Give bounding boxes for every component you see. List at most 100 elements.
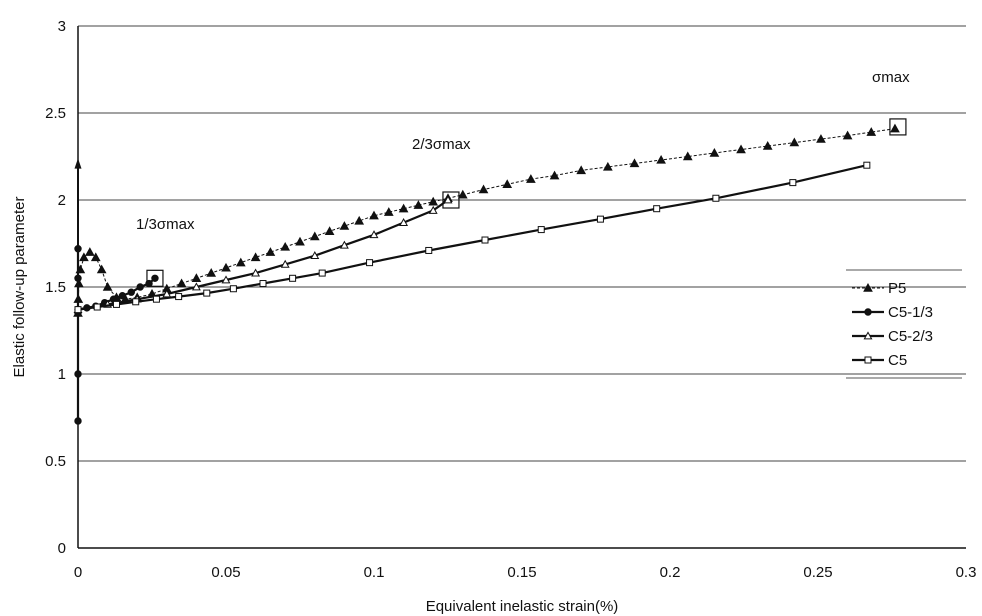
- data-point: [289, 274, 297, 282]
- data-point: [79, 252, 89, 262]
- data-point: [481, 236, 489, 244]
- y-axis-title: Elastic follow-up parameter: [11, 197, 28, 378]
- arrow-up-icon: [74, 158, 82, 169]
- data-point: [175, 293, 183, 301]
- legend-item: C5-1/3: [852, 304, 933, 321]
- data-point: [74, 417, 82, 425]
- data-point: [74, 306, 82, 314]
- data-point: [280, 259, 290, 268]
- data-point: [74, 370, 82, 378]
- data-point: [354, 215, 365, 225]
- x-tick-label: 0.15: [507, 564, 536, 581]
- data-point: [682, 151, 693, 161]
- data-point: [251, 268, 261, 277]
- data-point: [383, 207, 394, 216]
- series-line: [76, 248, 156, 421]
- annotation-box: [146, 269, 164, 287]
- legend-label: C5-1/3: [888, 304, 933, 321]
- data-point: [191, 273, 202, 282]
- data-point: [428, 196, 439, 206]
- data-point: [152, 295, 160, 303]
- data-point: [712, 194, 720, 202]
- data-point: [339, 221, 350, 230]
- data-point: [90, 252, 101, 262]
- legend-swatch-marker: [863, 282, 873, 292]
- data-point: [629, 158, 640, 168]
- data-point: [789, 179, 797, 187]
- data-point: [863, 161, 871, 169]
- data-point: [602, 161, 613, 171]
- data-point: [526, 174, 536, 183]
- x-tick-label: 0.3: [956, 564, 977, 581]
- data-point: [235, 257, 246, 267]
- data-point: [369, 230, 379, 239]
- legend-label: P5: [888, 280, 906, 297]
- annotation-label: 1/3σmax: [136, 216, 195, 233]
- annotation-label: 2/3σmax: [412, 136, 471, 153]
- data-point: [259, 280, 267, 288]
- x-tick-label: 0.1: [364, 564, 385, 581]
- data-point: [324, 226, 335, 236]
- legend-swatch-marker: [863, 331, 873, 340]
- data-point: [537, 226, 545, 234]
- data-point: [191, 282, 201, 291]
- data-point: [709, 147, 720, 157]
- annotation-box: [889, 118, 907, 136]
- data-point: [295, 236, 305, 246]
- y-tick-label: 1.5: [45, 279, 66, 296]
- data-point: [502, 179, 513, 189]
- data-point: [136, 283, 144, 291]
- gridlines: [78, 25, 966, 462]
- data-point: [203, 289, 211, 297]
- series-c5-1-3: [74, 245, 159, 425]
- legend-label: C5-2/3: [888, 328, 933, 345]
- data-point: [366, 259, 374, 267]
- data-point: [118, 292, 127, 300]
- data-point: [866, 127, 877, 136]
- data-point: [656, 154, 666, 164]
- data-point: [318, 269, 326, 277]
- series-c5-2-3: [73, 195, 453, 313]
- data-point: [816, 134, 826, 143]
- y-tick-label: 2.5: [45, 105, 66, 122]
- data-point: [369, 210, 379, 220]
- data-point: [398, 203, 409, 213]
- data-point: [176, 278, 187, 288]
- data-point: [132, 298, 140, 306]
- data-point: [457, 189, 468, 199]
- x-axis-title: Equivalent inelastic strain(%): [426, 598, 619, 615]
- annotations: σmax 2/3σmax 1/3σmax: [136, 69, 910, 287]
- x-tick-label: 0.25: [803, 564, 832, 581]
- legend-item: P5: [852, 280, 906, 297]
- data-point: [265, 247, 276, 256]
- data-point: [151, 274, 159, 282]
- legend: P5 C5-1/3 C5-2/3 C5: [846, 269, 962, 379]
- data-point: [229, 285, 237, 293]
- annotation-label: σmax: [872, 69, 910, 86]
- x-tick-labels: 0 0.05 0.1 0.15 0.2 0.25 0.3: [74, 564, 977, 581]
- y-tick-labels: 0 0.5 1 1.5 2 2.5 3: [45, 18, 66, 557]
- data-point: [736, 144, 746, 154]
- x-tick-label: 0.2: [660, 564, 681, 581]
- data-point: [162, 289, 172, 298]
- y-tick-label: 2: [58, 192, 66, 209]
- legend-swatch-marker: [864, 308, 872, 316]
- data-point: [443, 195, 453, 204]
- series-line: [77, 199, 449, 311]
- legend-item: C5-2/3: [852, 328, 933, 345]
- data-point: [96, 264, 107, 274]
- x-tick-label: 0: [74, 564, 82, 581]
- data-point: [221, 262, 231, 272]
- data-point: [339, 240, 349, 249]
- data-point: [789, 137, 800, 147]
- data-point: [112, 300, 120, 308]
- data-point: [309, 231, 320, 241]
- x-tick-label: 0.05: [211, 564, 240, 581]
- data-point: [74, 274, 82, 282]
- data-point: [280, 241, 291, 251]
- data-point: [413, 200, 424, 209]
- data-point: [596, 215, 604, 223]
- data-point: [478, 184, 489, 194]
- data-point: [310, 251, 320, 260]
